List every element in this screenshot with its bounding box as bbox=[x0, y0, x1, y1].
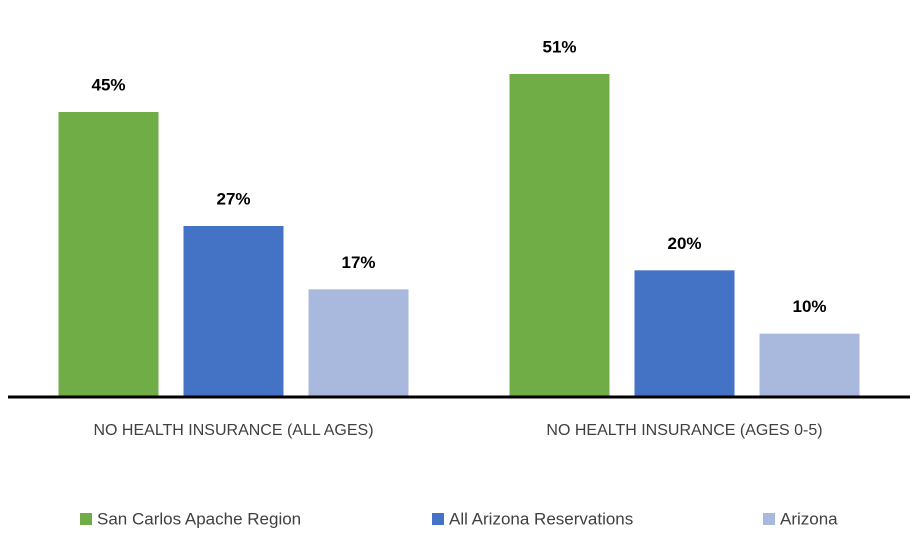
bar bbox=[759, 333, 860, 397]
x-tick-label: NO HEALTH INSURANCE (AGES 0-5) bbox=[546, 422, 822, 439]
bar bbox=[308, 289, 409, 397]
bar bbox=[183, 226, 284, 397]
bar bbox=[58, 112, 159, 397]
legend-label: San Carlos Apache Region bbox=[97, 509, 301, 528]
legend-swatch bbox=[80, 513, 92, 525]
data-label: 27% bbox=[216, 189, 250, 208]
legend-swatch bbox=[432, 513, 444, 525]
data-label: 17% bbox=[341, 253, 375, 272]
data-label: 10% bbox=[792, 297, 826, 316]
legend-swatch bbox=[763, 513, 775, 525]
legend-label: All Arizona Reservations bbox=[449, 509, 633, 528]
bar bbox=[634, 270, 735, 397]
data-label: 45% bbox=[91, 75, 125, 94]
bar bbox=[509, 74, 610, 397]
legend-label: Arizona bbox=[780, 509, 838, 528]
data-label: 51% bbox=[542, 37, 576, 56]
x-tick-label: NO HEALTH INSURANCE (ALL AGES) bbox=[93, 422, 373, 439]
data-label: 20% bbox=[667, 234, 701, 253]
